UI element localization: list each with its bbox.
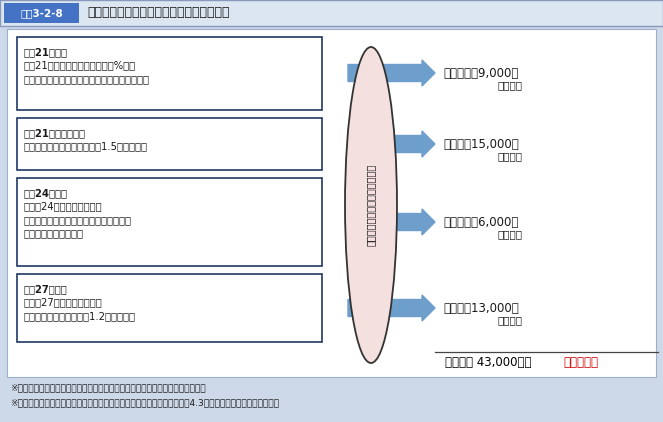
- FancyArrow shape: [348, 131, 435, 157]
- FancyArrow shape: [348, 60, 435, 86]
- Text: 月額　＋13,000円: 月額 ＋13,000円: [443, 302, 518, 315]
- Text: （介護従事者の処遇改善に重点をおいた改定）: （介護従事者の処遇改善に重点をおいた改定）: [24, 74, 150, 84]
- Text: 処遇改善交付金を処遇改善加算として: 処遇改善交付金を処遇改善加算として: [24, 215, 132, 225]
- Text: 平成21年度介護報酬改定　＋３%改定: 平成21年度介護報酬改定 ＋３%改定: [24, 60, 136, 70]
- Text: 平成21年度補正予算: 平成21年度補正予算: [24, 128, 86, 138]
- Text: 月額　＋　9,000円: 月額 ＋ 9,000円: [443, 67, 518, 80]
- Bar: [17, 178, 322, 266]
- Text: ※１　上記４つの取組み等により、それぞれ実績として給与が改善されている。: ※１ 上記４つの取組み等により、それぞれ実績として給与が改善されている。: [10, 383, 206, 392]
- Text: 介護報酬改定における介護人材の処遇改善: 介護報酬改定における介護人材の処遇改善: [87, 6, 229, 19]
- Text: 平成24年４月: 平成24年４月: [24, 188, 68, 198]
- Text: 月額　＋ 43,000円: 月額 ＋ 43,000円: [445, 355, 532, 368]
- Text: 図表3-2-8: 図表3-2-8: [20, 8, 63, 18]
- Bar: [0, 0, 663, 26]
- Text: 平成21年４月: 平成21年４月: [24, 47, 68, 57]
- Bar: [17, 118, 322, 170]
- Text: 介護報酬に組み込む: 介護報酬に組み込む: [24, 228, 84, 238]
- FancyArrow shape: [348, 295, 435, 321]
- Text: ※２　上記実績はそれぞれ調査客体等が異なるが、これを合計すれば月額4.3万円相当の改善となっている。: ※２ 上記実績はそれぞれ調査客体等が異なるが、これを合計すれば月額4.3万円相当…: [10, 398, 279, 407]
- Text: 平成24年度介護報酬改定: 平成24年度介護報酬改定: [24, 201, 103, 211]
- FancyArrow shape: [348, 209, 435, 235]
- Text: （実績）: （実績）: [498, 80, 523, 90]
- Bar: [7, 29, 656, 377]
- Text: 相当の効果: 相当の効果: [563, 355, 598, 368]
- Text: （実績）: （実績）: [498, 151, 523, 161]
- Text: 施設・事業所における処遇改善: 施設・事業所における処遇改善: [366, 164, 376, 246]
- Text: （実績）: （実績）: [498, 315, 523, 325]
- Text: （実績）: （実績）: [498, 229, 523, 239]
- Text: 月額　＋　6,000円: 月額 ＋ 6,000円: [443, 216, 518, 229]
- Text: 平成27年４月: 平成27年４月: [24, 284, 68, 294]
- Bar: [4, 3, 79, 23]
- Text: 平成27年度介護報酬改定: 平成27年度介護報酬改定: [24, 298, 103, 308]
- Ellipse shape: [345, 47, 397, 363]
- Text: 処遇改善交付金を措置（1.5万円相当）: 処遇改善交付金を措置（1.5万円相当）: [24, 141, 148, 151]
- Text: 月額　＋15,000円: 月額 ＋15,000円: [443, 138, 518, 151]
- Bar: [17, 274, 322, 342]
- Bar: [17, 37, 322, 110]
- Text: 処遇改善加算の拡充（1.2万円相当）: 処遇改善加算の拡充（1.2万円相当）: [24, 311, 136, 321]
